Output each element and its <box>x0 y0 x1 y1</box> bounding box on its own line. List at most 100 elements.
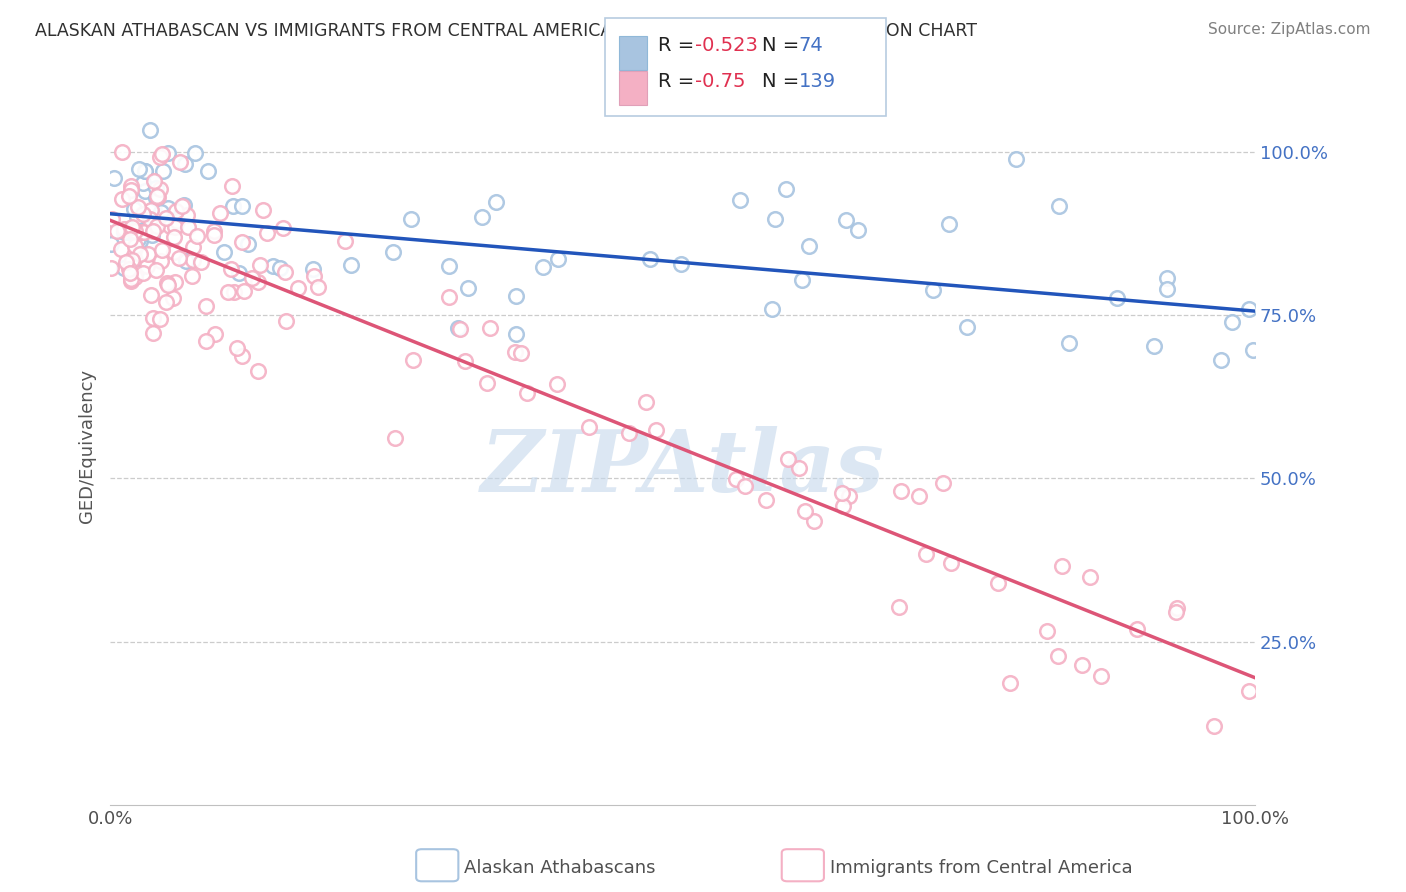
Point <box>221 261 243 276</box>
Point <box>128 234 150 248</box>
Point <box>163 275 186 289</box>
Text: ZIPAtlas: ZIPAtlas <box>481 425 884 509</box>
Point <box>307 279 329 293</box>
Point <box>956 320 979 334</box>
Point <box>159 219 181 233</box>
Point <box>143 174 166 188</box>
Point <box>340 259 363 273</box>
Point <box>150 146 173 161</box>
Text: ALASKAN ATHABASCAN VS IMMIGRANTS FROM CENTRAL AMERICA GED/EQUIVALENCY CORRELATIO: ALASKAN ATHABASCAN VS IMMIGRANTS FROM CE… <box>35 22 977 40</box>
Point <box>269 260 291 275</box>
Point <box>1005 153 1028 167</box>
Point <box>184 146 207 161</box>
Point <box>124 238 146 252</box>
Point <box>776 452 799 467</box>
Point <box>141 228 163 243</box>
Point <box>1166 601 1188 615</box>
Point <box>166 214 188 228</box>
Point <box>120 231 142 245</box>
Point <box>302 268 325 283</box>
Point <box>152 164 174 178</box>
Point <box>792 273 814 287</box>
Point <box>793 504 815 518</box>
Point <box>734 479 756 493</box>
Point <box>142 311 165 326</box>
Point <box>111 145 134 159</box>
Point <box>110 242 132 256</box>
Point <box>121 220 143 235</box>
Point <box>142 326 165 340</box>
Point <box>546 377 568 392</box>
Point <box>149 204 172 219</box>
Text: -0.75: -0.75 <box>695 71 745 91</box>
Point <box>149 311 172 326</box>
Point <box>578 419 600 434</box>
Point <box>449 322 471 336</box>
Point <box>217 285 239 299</box>
Text: 74: 74 <box>799 36 824 55</box>
Point <box>803 514 825 528</box>
Point <box>132 225 155 239</box>
Point <box>763 211 786 226</box>
Point <box>1156 270 1178 285</box>
Point <box>1090 668 1112 682</box>
Point <box>755 492 778 507</box>
Point <box>228 266 250 280</box>
Point <box>127 232 149 246</box>
Point <box>180 268 202 283</box>
Text: -0.523: -0.523 <box>695 36 758 55</box>
Point <box>122 224 145 238</box>
Point <box>932 476 955 491</box>
Point <box>177 219 200 234</box>
Point <box>987 576 1010 591</box>
Point <box>233 284 256 298</box>
Point <box>1241 343 1264 358</box>
Point <box>503 345 526 359</box>
Point <box>163 230 186 244</box>
Point <box>181 240 204 254</box>
Point <box>163 219 186 234</box>
Point <box>141 203 163 218</box>
Point <box>1057 335 1080 350</box>
Y-axis label: GED/Equivalency: GED/Equivalency <box>79 368 96 523</box>
Point <box>112 226 135 240</box>
Point <box>202 227 225 242</box>
Point <box>1047 648 1070 663</box>
Point <box>155 295 177 310</box>
Point <box>120 183 142 197</box>
Point <box>402 353 425 368</box>
Point <box>145 262 167 277</box>
Point <box>122 202 145 216</box>
Point <box>115 255 138 269</box>
Point <box>252 202 274 217</box>
Point <box>190 255 212 269</box>
Point <box>124 223 146 237</box>
Point <box>262 260 284 274</box>
Point <box>117 189 139 203</box>
Point <box>142 224 165 238</box>
Point <box>890 483 912 498</box>
Point <box>176 208 198 222</box>
Point <box>112 260 135 275</box>
Point <box>475 376 498 391</box>
Point <box>136 260 159 274</box>
Point <box>101 212 124 227</box>
Point <box>1220 315 1243 329</box>
Point <box>1050 559 1073 574</box>
Point <box>186 229 208 244</box>
Point <box>1164 605 1187 619</box>
Point <box>231 198 253 212</box>
Point <box>1035 624 1057 638</box>
Point <box>195 334 218 348</box>
Point <box>485 195 508 210</box>
Point <box>149 182 172 196</box>
Point <box>120 274 142 288</box>
Point <box>204 327 226 342</box>
Point <box>256 226 278 240</box>
Point <box>838 489 860 503</box>
Point <box>129 247 152 261</box>
Text: Immigrants from Central America: Immigrants from Central America <box>830 859 1132 877</box>
Point <box>156 276 179 290</box>
Point <box>1126 622 1149 636</box>
Point <box>832 500 855 514</box>
